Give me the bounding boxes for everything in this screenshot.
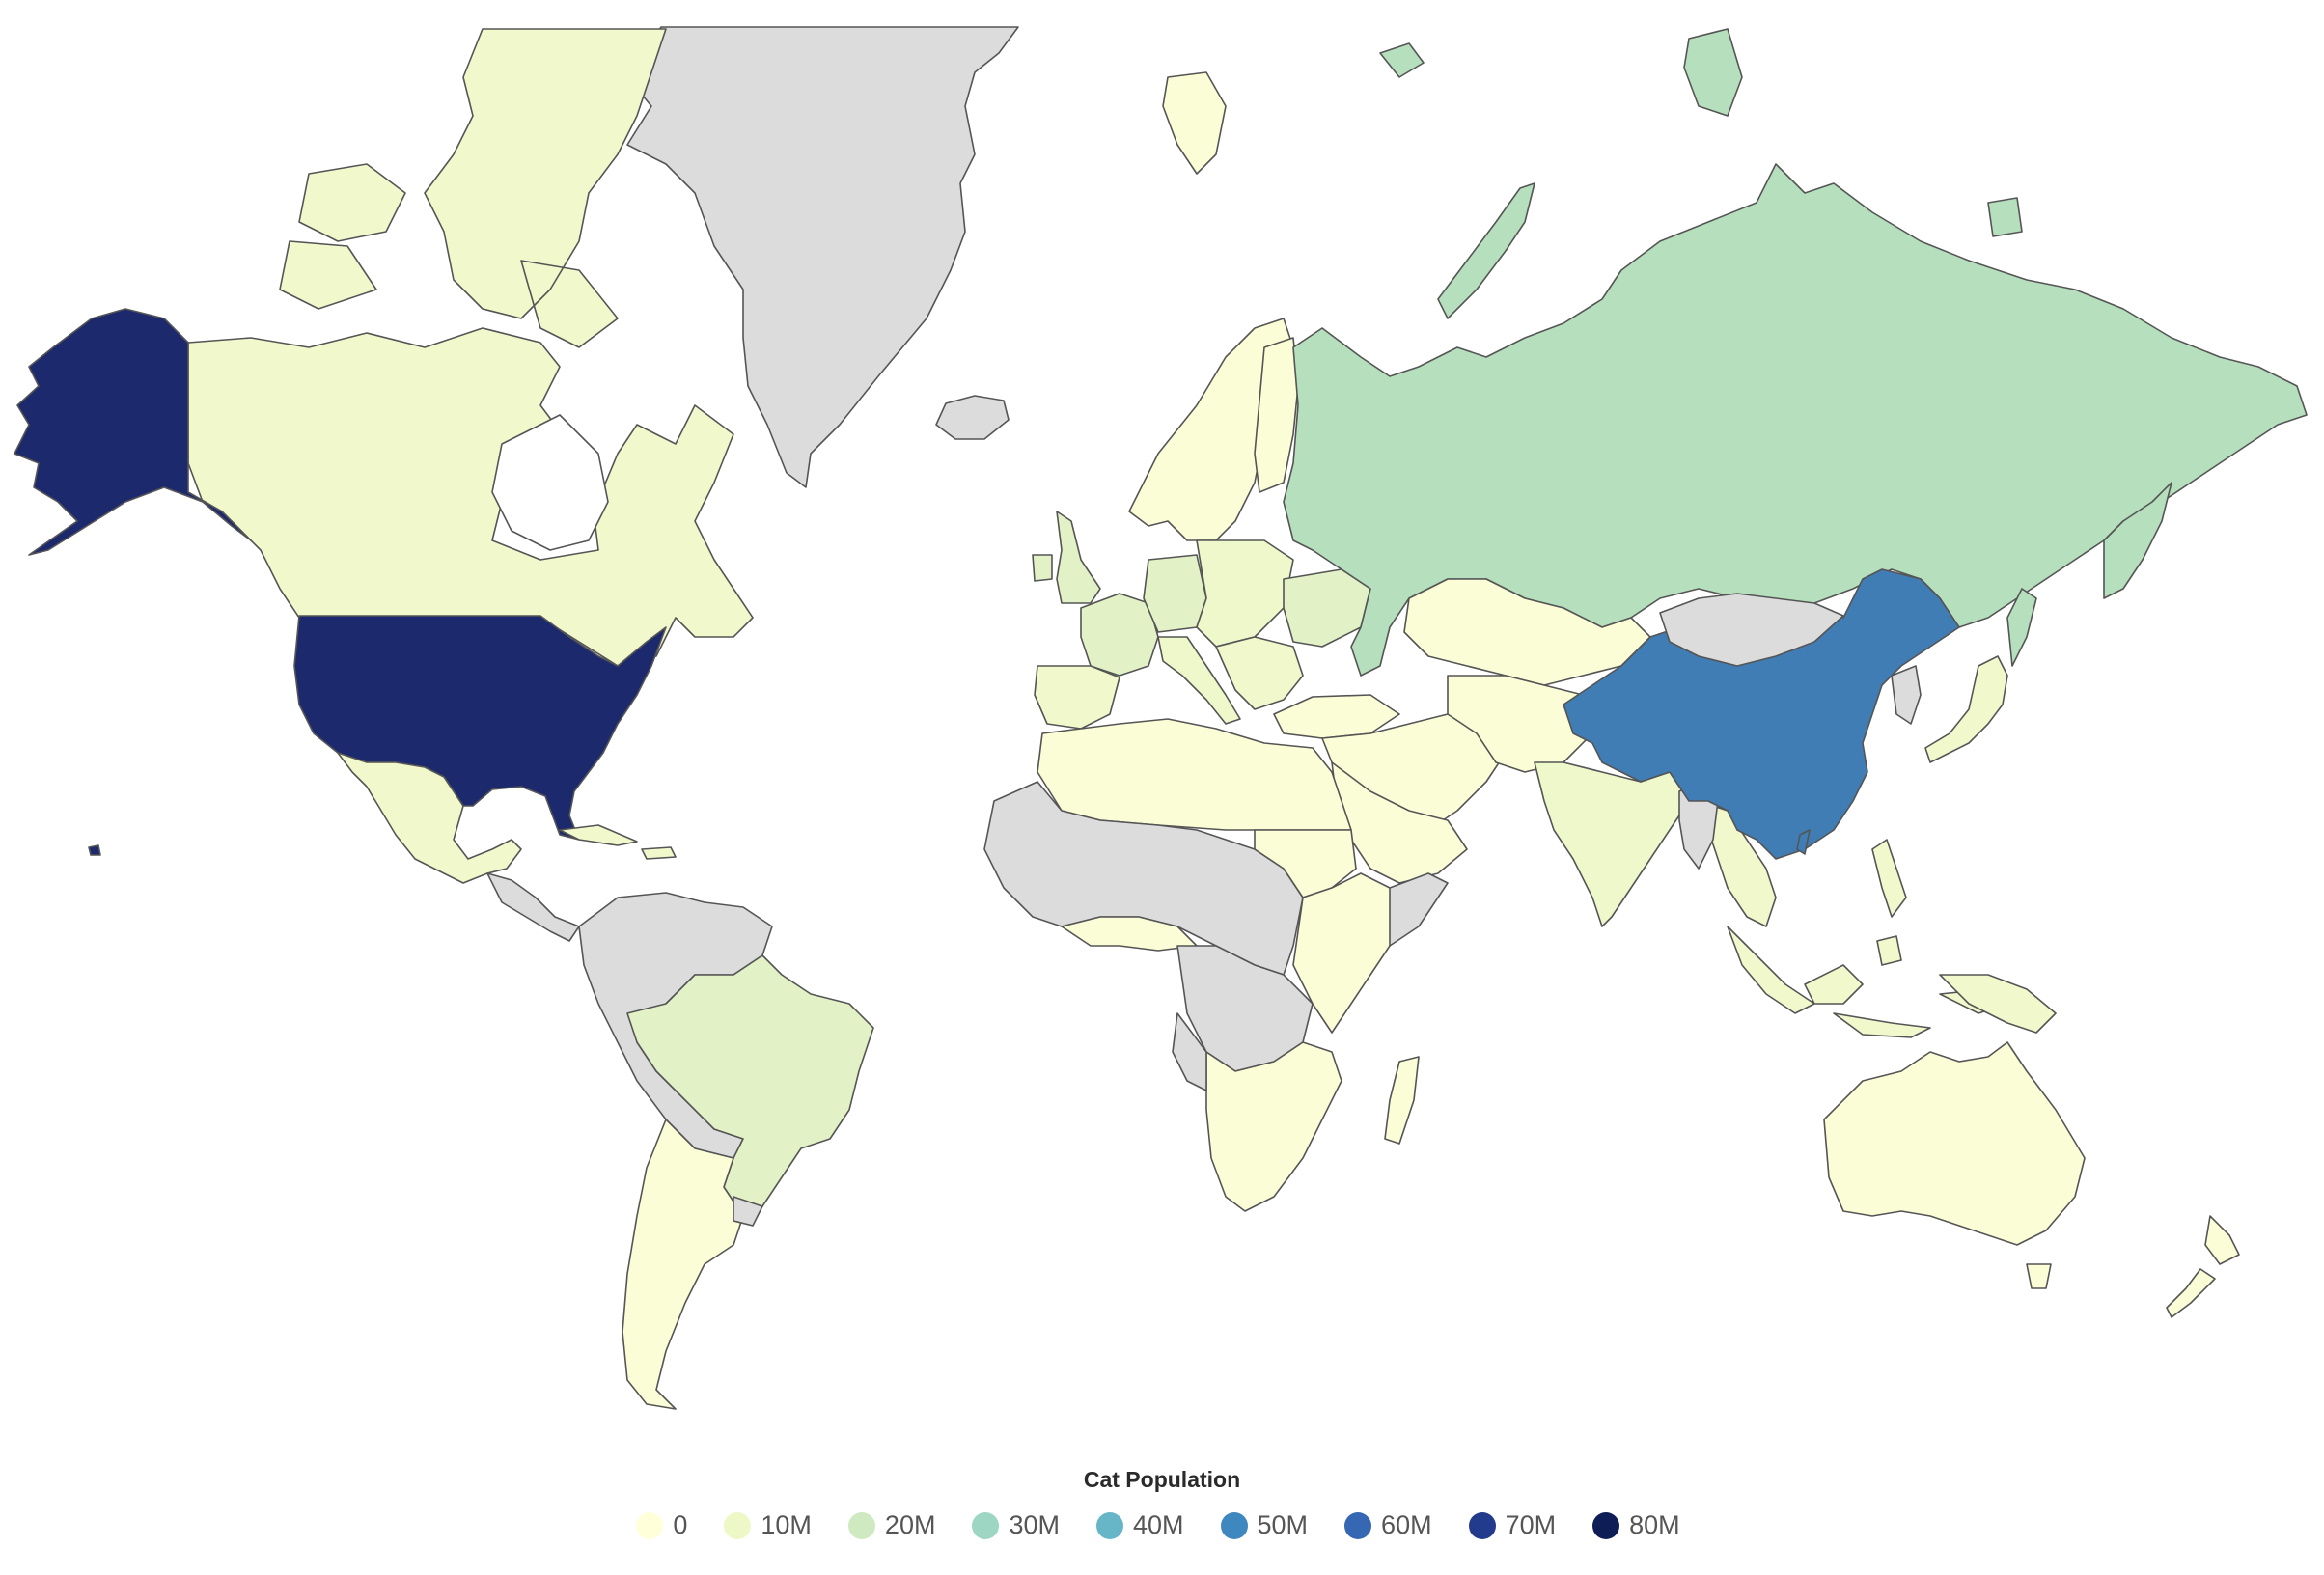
- region-france[interactable]: [1080, 593, 1159, 677]
- region-hudson-bay: [491, 414, 609, 551]
- world-choropleth-map: [14, 26, 2308, 1410]
- region-greenland[interactable]: [626, 26, 1019, 488]
- legend-label: 70M: [1505, 1510, 1557, 1539]
- region-uruguay[interactable]: [733, 1196, 763, 1227]
- region-japan[interactable]: [1924, 655, 2008, 763]
- legend-swatch: [847, 1511, 875, 1539]
- region-tasmania[interactable]: [2026, 1263, 2052, 1289]
- legend-swatch: [1592, 1511, 1620, 1539]
- region-new-zealand[interactable]: [2166, 1215, 2240, 1318]
- legend-item-80m[interactable]: 80M: [1592, 1510, 1680, 1540]
- region-svalbard[interactable]: [1162, 71, 1227, 175]
- legend-swatch: [1344, 1511, 1372, 1539]
- region-hispaniola[interactable]: [641, 846, 677, 860]
- legend-item-0[interactable]: 0: [636, 1510, 687, 1540]
- legend-label: 20M: [884, 1510, 936, 1539]
- region-new-guinea[interactable]: [1939, 974, 2057, 1034]
- legend-item-60m[interactable]: 60M: [1344, 1510, 1432, 1540]
- legend-item-30m[interactable]: 30M: [972, 1510, 1060, 1540]
- region-korea[interactable]: [1891, 665, 1922, 725]
- region-turkey[interactable]: [1273, 694, 1400, 739]
- region-finland[interactable]: [1254, 337, 1299, 493]
- region-argentina-chile[interactable]: [622, 1119, 744, 1410]
- legend-items: 0 10M 20M 30M 40M 50M 60M 70M: [0, 1510, 2324, 1540]
- region-philippines[interactable]: [1871, 839, 1907, 918]
- region-madagascar[interactable]: [1384, 1056, 1420, 1145]
- region-taiwan[interactable]: [1796, 829, 1811, 855]
- region-malaysia-indonesia[interactable]: [1727, 926, 2008, 1038]
- legend-swatch: [972, 1511, 1000, 1539]
- region-central-europe[interactable]: [1196, 539, 1294, 648]
- legend-swatch: [1095, 1511, 1123, 1539]
- legend-swatch: [1468, 1511, 1496, 1539]
- legend-swatch: [636, 1511, 664, 1539]
- region-iceland[interactable]: [935, 395, 1010, 440]
- region-australia[interactable]: [1823, 1041, 2086, 1246]
- region-east-africa[interactable]: [1292, 872, 1420, 1034]
- region-novaya-zemlya[interactable]: [1437, 182, 1536, 319]
- map-legend: Cat Population 0 10M 20M 30M 40M 50M 60M: [0, 1467, 2324, 1540]
- region-hawaii[interactable]: [88, 844, 101, 856]
- legend-item-70m[interactable]: 70M: [1468, 1510, 1557, 1540]
- legend-label: 30M: [1009, 1510, 1060, 1539]
- region-spain-portugal[interactable]: [1034, 665, 1120, 730]
- legend-label: 50M: [1257, 1510, 1309, 1539]
- region-horn-of-africa[interactable]: [1389, 872, 1449, 947]
- region-italy[interactable]: [1157, 636, 1241, 725]
- region-ireland[interactable]: [1032, 554, 1053, 582]
- region-brazil[interactable]: [626, 954, 874, 1217]
- legend-swatch: [724, 1511, 752, 1539]
- region-alaska[interactable]: [14, 308, 252, 556]
- region-west-africa[interactable]: [983, 781, 1304, 976]
- region-sakhalin-kamchatka[interactable]: [2006, 482, 2172, 667]
- region-balkans[interactable]: [1215, 636, 1304, 710]
- region-russia-north-islands[interactable]: [1379, 28, 2023, 237]
- legend-label: 0: [673, 1510, 688, 1539]
- region-mongolia[interactable]: [1659, 593, 1844, 667]
- region-germany[interactable]: [1143, 554, 1207, 633]
- legend-swatch: [1220, 1511, 1248, 1539]
- region-central-america[interactable]: [486, 872, 580, 942]
- legend-item-10m[interactable]: 10M: [724, 1510, 812, 1540]
- region-india[interactable]: [1534, 761, 1690, 927]
- legend-item-50m[interactable]: 50M: [1220, 1510, 1309, 1540]
- legend-title: Cat Population: [1083, 1467, 1241, 1492]
- region-mexico[interactable]: [337, 752, 522, 884]
- region-angola-drc[interactable]: [1172, 1012, 1207, 1091]
- legend-item-40m[interactable]: 40M: [1095, 1510, 1184, 1540]
- legend-label: 60M: [1381, 1510, 1432, 1539]
- region-cuba[interactable]: [559, 824, 638, 846]
- region-united-kingdom[interactable]: [1056, 511, 1101, 604]
- legend-item-20m[interactable]: 20M: [847, 1510, 936, 1540]
- region-canada-islands[interactable]: [279, 28, 667, 348]
- region-southern-africa[interactable]: [1205, 1041, 1342, 1212]
- legend-label: 40M: [1132, 1510, 1184, 1539]
- legend-label: 10M: [761, 1510, 812, 1539]
- legend-label: 80M: [1629, 1510, 1680, 1539]
